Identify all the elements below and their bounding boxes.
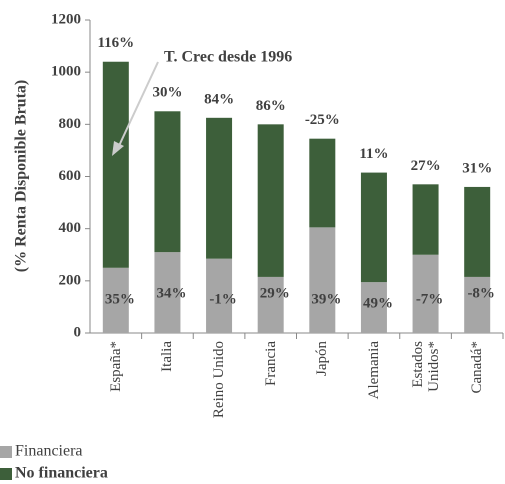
x-tick-label: Reino Unido [211,341,228,419]
bar-segment [102,267,129,333]
x-tick-label: Canadá* [469,341,486,394]
x-tick-label: Estados Unidos* [409,341,442,392]
bar-segment [360,282,387,333]
y-tick-label: 200 [59,272,82,288]
y-tick-label: 400 [59,220,82,236]
annotation-arrow [117,61,159,149]
y-tick-label: 800 [59,116,82,132]
bar-segment [206,258,233,333]
total-label: 116% [97,35,134,51]
financial-label: 34% [156,285,186,301]
bar-segment [360,172,387,283]
bar-segment [102,61,129,268]
y-tick-label: 1000 [51,64,81,80]
bar-segment [464,186,491,277]
y-axis-label: (% Renta Disponible Bruta) [13,80,30,272]
bar-segment [154,111,181,253]
total-label: 31% [462,160,492,176]
bar-segment [309,138,336,228]
x-tick-label: Alemania [365,341,382,400]
y-tick-label: 0 [74,324,82,340]
bar-segment [154,252,181,333]
legend-swatch [0,468,12,480]
x-tick-label: Italia [159,341,176,372]
total-label: -25% [305,112,340,128]
bar-segment [412,184,439,255]
total-label: 27% [411,158,441,174]
financial-label: 29% [260,285,290,301]
financial-label: -8% [467,285,495,301]
legend-label: Financiera [15,443,83,460]
annotation: T. Crec desde 1996 [164,49,292,66]
financial-label: -1% [209,291,237,307]
legend-swatch [0,446,12,458]
bar-segment [206,117,233,259]
bar-segment [257,276,284,333]
arrow-head [112,141,124,156]
legend-label: No financiera [15,465,108,482]
y-tick-label: 1200 [51,11,81,27]
x-tick-label: Francia [262,341,279,386]
financial-label: 39% [311,291,341,307]
bar-segment [412,254,439,333]
bar-segment [309,227,336,333]
bar-segment [257,124,284,277]
total-label: 11% [359,146,388,162]
x-tick-label: Japón [314,341,331,376]
total-label: 86% [256,98,286,114]
total-label: 84% [204,91,234,107]
financial-label: -7% [416,291,444,307]
total-label: 30% [152,85,182,101]
x-tick-label: España* [107,341,124,392]
y-tick-label: 600 [59,168,82,184]
financial-label: 35% [105,291,135,307]
financial-label: 49% [363,295,393,311]
bar-segment [464,276,491,333]
